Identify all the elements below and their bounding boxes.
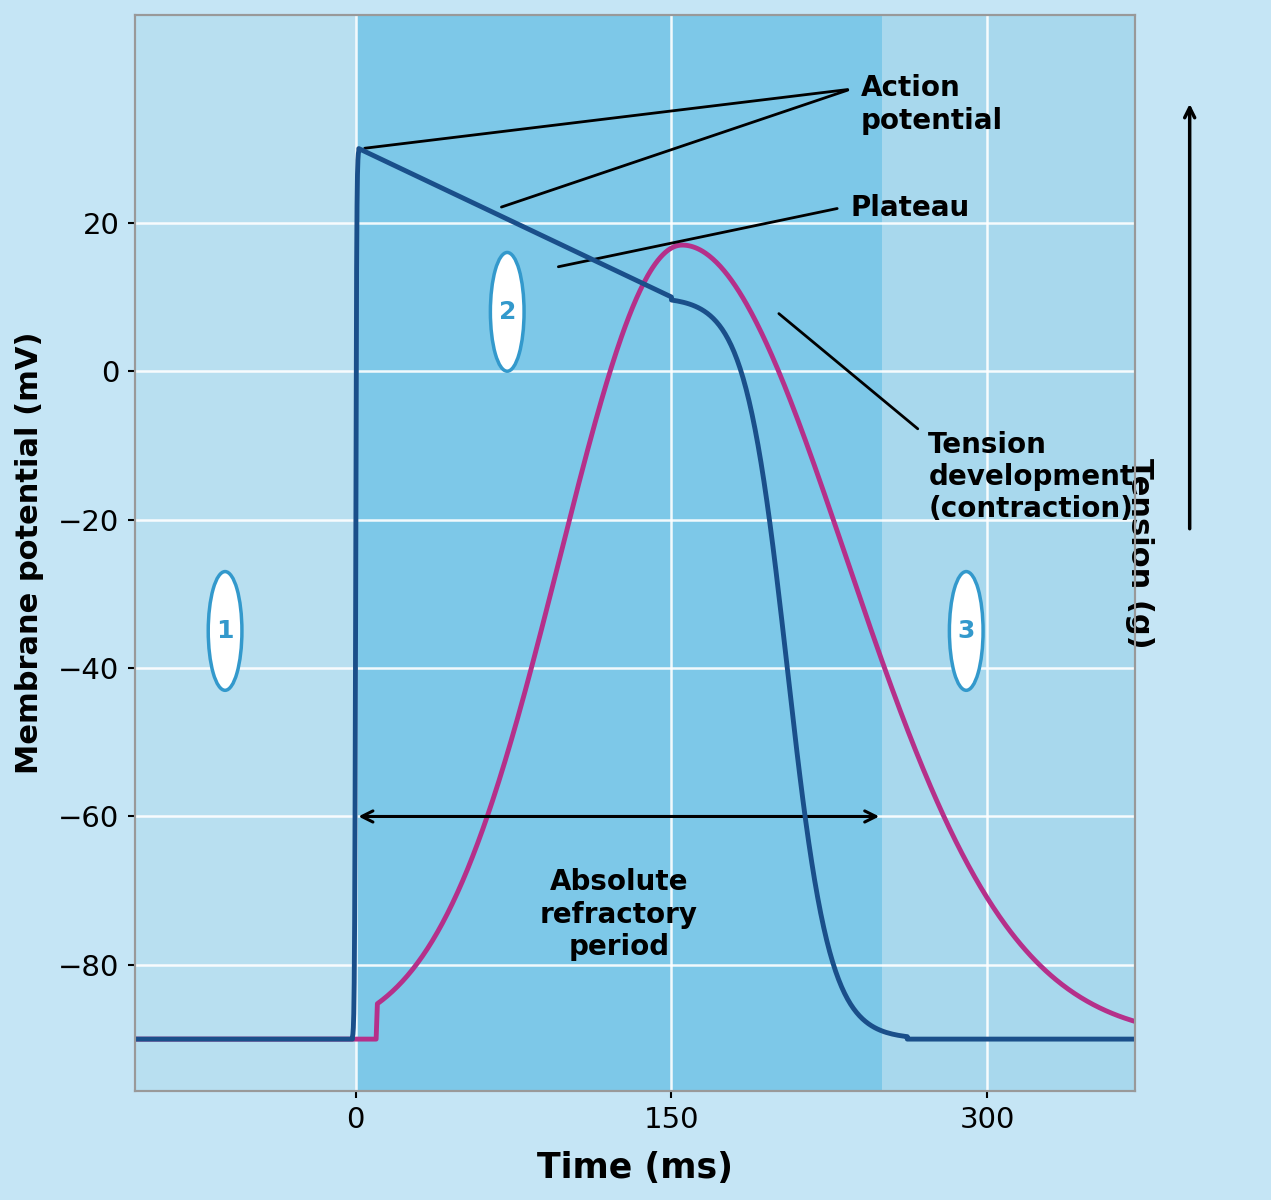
Bar bbox=[356, 14, 882, 1091]
Text: Absolute
refractory
period: Absolute refractory period bbox=[540, 869, 698, 961]
Bar bbox=[882, 14, 1135, 1091]
Text: Plateau: Plateau bbox=[850, 194, 970, 222]
Text: Tension
development
(contraction): Tension development (contraction) bbox=[928, 431, 1134, 523]
Y-axis label: Membrane potential (mV): Membrane potential (mV) bbox=[15, 331, 44, 774]
Circle shape bbox=[208, 571, 241, 690]
Text: 2: 2 bbox=[498, 300, 516, 324]
X-axis label: Time (ms): Time (ms) bbox=[536, 1151, 732, 1184]
Circle shape bbox=[491, 252, 524, 371]
Text: Action
potential: Action potential bbox=[860, 74, 1003, 134]
Y-axis label: Tension (g): Tension (g) bbox=[1125, 457, 1154, 648]
Circle shape bbox=[949, 571, 982, 690]
Text: 3: 3 bbox=[957, 619, 975, 643]
Text: 1: 1 bbox=[216, 619, 234, 643]
